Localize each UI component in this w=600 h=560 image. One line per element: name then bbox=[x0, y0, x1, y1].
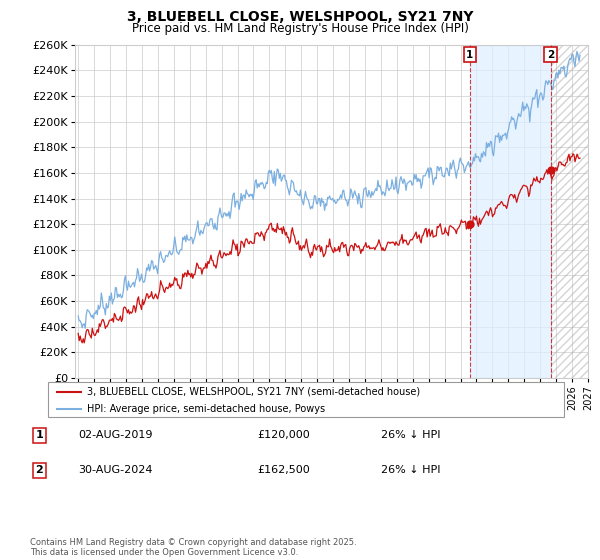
Text: 3, BLUEBELL CLOSE, WELSHPOOL, SY21 7NY: 3, BLUEBELL CLOSE, WELSHPOOL, SY21 7NY bbox=[127, 10, 473, 24]
Text: 02-AUG-2019: 02-AUG-2019 bbox=[79, 431, 153, 440]
Text: £162,500: £162,500 bbox=[257, 465, 310, 475]
Text: 3, BLUEBELL CLOSE, WELSHPOOL, SY21 7NY (semi-detached house): 3, BLUEBELL CLOSE, WELSHPOOL, SY21 7NY (… bbox=[86, 387, 420, 397]
Text: £120,000: £120,000 bbox=[257, 431, 310, 440]
Bar bbox=[470, 45, 551, 378]
Text: 26% ↓ HPI: 26% ↓ HPI bbox=[381, 431, 440, 440]
Text: 30-AUG-2024: 30-AUG-2024 bbox=[79, 465, 153, 475]
Text: Contains HM Land Registry data © Crown copyright and database right 2025.
This d: Contains HM Land Registry data © Crown c… bbox=[30, 538, 356, 557]
Text: 2: 2 bbox=[547, 50, 554, 60]
Text: 1: 1 bbox=[466, 50, 473, 60]
FancyBboxPatch shape bbox=[48, 382, 564, 417]
Text: 26% ↓ HPI: 26% ↓ HPI bbox=[381, 465, 440, 475]
Bar bbox=[551, 45, 588, 378]
Text: 1: 1 bbox=[35, 431, 43, 440]
Text: Price paid vs. HM Land Registry's House Price Index (HPI): Price paid vs. HM Land Registry's House … bbox=[131, 22, 469, 35]
Text: 2: 2 bbox=[35, 465, 43, 475]
Text: HPI: Average price, semi-detached house, Powys: HPI: Average price, semi-detached house,… bbox=[86, 404, 325, 414]
